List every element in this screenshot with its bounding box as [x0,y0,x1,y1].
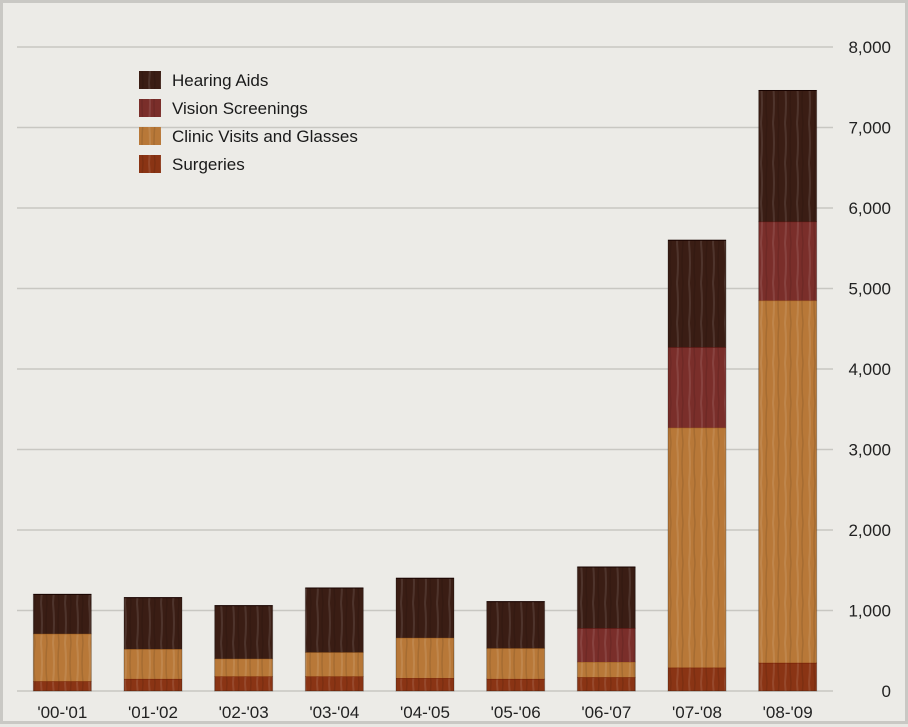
bar-segment-texture [396,637,454,679]
bar-outline [395,577,455,692]
bar-segment-texture [668,347,726,428]
x-tick-label: '01-'02 [128,703,178,722]
bar-outline [304,587,364,692]
bar-outline [32,593,92,692]
stacked-bar-chart: 0 1,000 2,000 3,000 4,000 5,000 6,000 7,000 8,00… [17,38,891,722]
y-tick-label: 0 [882,682,891,701]
y-tick-label: 3,000 [848,441,891,460]
bar-stack [486,601,546,692]
y-tick-label: 4,000 [848,360,891,379]
bar-segment-texture [486,601,545,649]
legend-label: Surgeries [172,155,245,174]
x-tick-label: '04-'05 [400,703,450,722]
x-tick-label: '08-'09 [763,703,813,722]
bar-outline [214,605,274,692]
bar-segment-texture [758,300,817,663]
bar-segment-texture [124,678,182,691]
bar-stack [123,597,183,692]
bar-segment-texture [577,662,636,678]
bar-segment-texture [214,658,273,677]
y-tick-label: 1,000 [848,602,891,621]
y-tick-label: 6,000 [848,199,891,218]
bar-segment-texture [396,578,454,638]
bar-segment-texture [486,678,545,691]
x-tick-label: '00-'01 [37,703,87,722]
bar-segment-texture [758,90,817,222]
legend-label: Clinic Visits and Glasses [172,127,358,146]
bar-stack [304,587,364,692]
bar-segment-texture [124,649,182,679]
bar-segment-texture [577,677,636,691]
bar-stack [395,577,455,692]
bar-outline [576,566,636,692]
legend-swatch-texture [139,71,161,89]
legend: Hearing Aids Vision Screenings Clinic Visi… [139,71,358,174]
y-axis-ticks: 0 1,000 2,000 3,000 4,000 5,000 6,000 7,000 8,00… [848,38,891,701]
legend-swatch-texture [139,155,161,173]
bar-segment-texture [758,221,817,301]
bar-segment-texture [668,667,726,691]
bar-stack [214,605,274,692]
bar-segment-texture [577,567,636,629]
bar-segment-texture [396,678,454,691]
bar-segment-texture [33,594,92,634]
bar-outline [667,239,727,692]
bar-segment-texture [214,676,273,691]
bar-segment-texture [758,662,817,691]
bar-segment-texture [33,633,92,682]
y-tick-label: 5,000 [848,280,891,299]
bar-segment-texture [577,628,636,663]
x-tick-label: '05-'06 [491,703,541,722]
legend-swatch-texture [139,127,161,145]
x-tick-label: '06-'07 [581,703,631,722]
bar-outline [486,601,546,692]
legend-label: Hearing Aids [172,71,268,90]
bar-segment-texture [305,652,364,677]
bar-outline [758,89,818,692]
bar-segment-texture [486,648,545,679]
bar-segment-texture [305,676,364,691]
bar-segment-texture [214,605,273,659]
x-tick-label: '02-'03 [219,703,269,722]
legend-label: Vision Screenings [172,99,308,118]
x-tick-label: '03-'04 [309,703,359,722]
bar-stack [576,566,636,692]
y-tick-label: 7,000 [848,119,891,138]
bar-stack [32,593,92,692]
x-axis-ticks: '00-'01 '01-'02 '02-'03 '03-'04 '04-'05 '05-'… [37,703,812,722]
x-tick-label: '07-'08 [672,703,722,722]
bar-stack [758,89,818,692]
legend-swatch-texture [139,99,161,117]
bars [32,89,818,692]
bar-segment-texture [668,240,726,348]
bar-segment-texture [668,427,726,668]
bar-segment-texture [124,597,182,650]
bar-segment-texture [33,681,92,691]
bar-segment-texture [305,587,364,653]
bar-stack [667,239,727,692]
y-tick-label: 2,000 [848,521,891,540]
y-tick-label: 8,000 [848,38,891,57]
bar-outline [123,597,183,692]
